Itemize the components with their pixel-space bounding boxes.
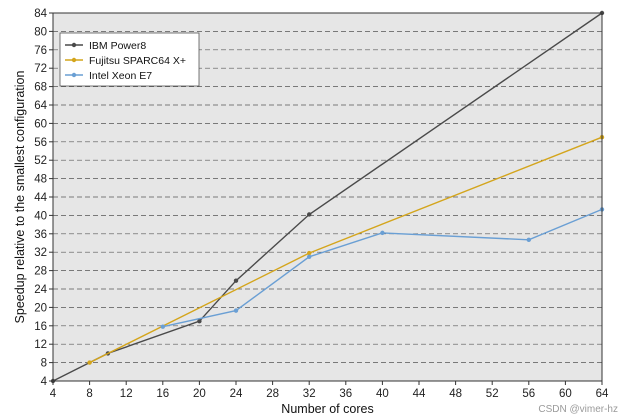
data-point	[307, 254, 312, 259]
y-tick-label: 68	[34, 82, 47, 94]
data-point	[197, 319, 202, 324]
y-tick-label: 56	[34, 137, 47, 149]
y-tick-label: 76	[34, 45, 47, 57]
x-tick-label: 32	[303, 388, 316, 400]
data-point	[307, 212, 312, 217]
x-tick-label: 36	[339, 388, 352, 400]
x-tick-label: 64	[596, 388, 609, 400]
series-line	[162, 208, 603, 328]
y-tick-label: 64	[34, 100, 47, 112]
y-tick-label: 4	[41, 376, 48, 388]
legend: IBM Power8 Fujitsu SPARC64 X+ Intel Xeon E…	[59, 32, 200, 87]
data-point	[307, 250, 312, 256]
legend-entries: IBM Power8 Fujitsu SPARC64 X+ Intel Xeon E…	[65, 40, 186, 82]
legend-label: Intel Xeon E7	[89, 70, 152, 82]
y-tick-label: 36	[34, 229, 47, 241]
y-tick-label: 24	[34, 284, 47, 296]
x-tick-label: 52	[486, 388, 499, 400]
x-tick-label: 56	[522, 388, 535, 400]
legend-box	[59, 32, 200, 87]
x-axis-ticks: 4 8 12 16 20 24 28 32 36 40 44 48 52 56 60 64	[50, 381, 609, 400]
y-tick-label: 60	[34, 118, 47, 130]
y-tick-label: 44	[34, 192, 47, 204]
data-point	[526, 237, 531, 242]
watermark-text: CSDN @vimer-hz	[538, 404, 618, 415]
y-tick-label: 12	[34, 339, 47, 351]
grid-lines	[53, 31, 602, 363]
y-tick-label: 32	[34, 247, 47, 259]
legend-entry: Fujitsu SPARC64 X+	[65, 55, 186, 67]
data-point	[87, 360, 92, 365]
y-tick-label: 28	[34, 266, 47, 278]
x-tick-label: 4	[50, 388, 57, 400]
x-tick-label: 8	[86, 388, 92, 400]
y-tick-label: 8	[41, 358, 47, 370]
x-tick-label: 48	[449, 388, 462, 400]
series-intel-xeon-e7	[160, 207, 605, 329]
legend-swatch-marker	[71, 57, 77, 63]
legend-swatch-marker	[71, 42, 77, 48]
legend-label: Fujitsu SPARC64 X+	[89, 55, 186, 67]
data-point	[233, 308, 239, 313]
x-tick-label: 44	[413, 388, 426, 400]
y-tick-label: 52	[34, 155, 47, 167]
x-tick-label: 60	[559, 388, 572, 400]
x-tick-label: 16	[156, 388, 169, 400]
x-tick-label: 24	[230, 388, 243, 400]
series-layer	[50, 10, 605, 384]
x-tick-label: 12	[120, 388, 133, 400]
x-tick-label: 28	[266, 388, 279, 400]
y-tick-label: 40	[34, 210, 47, 222]
y-tick-label: 48	[34, 174, 47, 186]
y-axis-title: Speedup relative to the smallest configu…	[13, 70, 27, 323]
x-tick-label: 40	[376, 388, 389, 400]
data-point	[380, 230, 385, 236]
data-point	[160, 324, 165, 329]
y-tick-label: 20	[34, 302, 47, 314]
y-tick-label: 84	[34, 8, 47, 20]
x-axis-title: Number of cores	[281, 402, 373, 416]
data-point	[233, 278, 239, 283]
legend-entry: IBM Power8	[65, 40, 146, 52]
legend-label: IBM Power8	[89, 40, 146, 52]
legend-entry: Intel Xeon E7	[65, 70, 152, 82]
y-tick-label: 16	[34, 321, 47, 333]
legend-swatch-marker	[71, 72, 77, 78]
y-tick-label: 80	[34, 26, 47, 38]
y-tick-label: 72	[34, 63, 47, 75]
x-tick-label: 20	[193, 388, 206, 400]
